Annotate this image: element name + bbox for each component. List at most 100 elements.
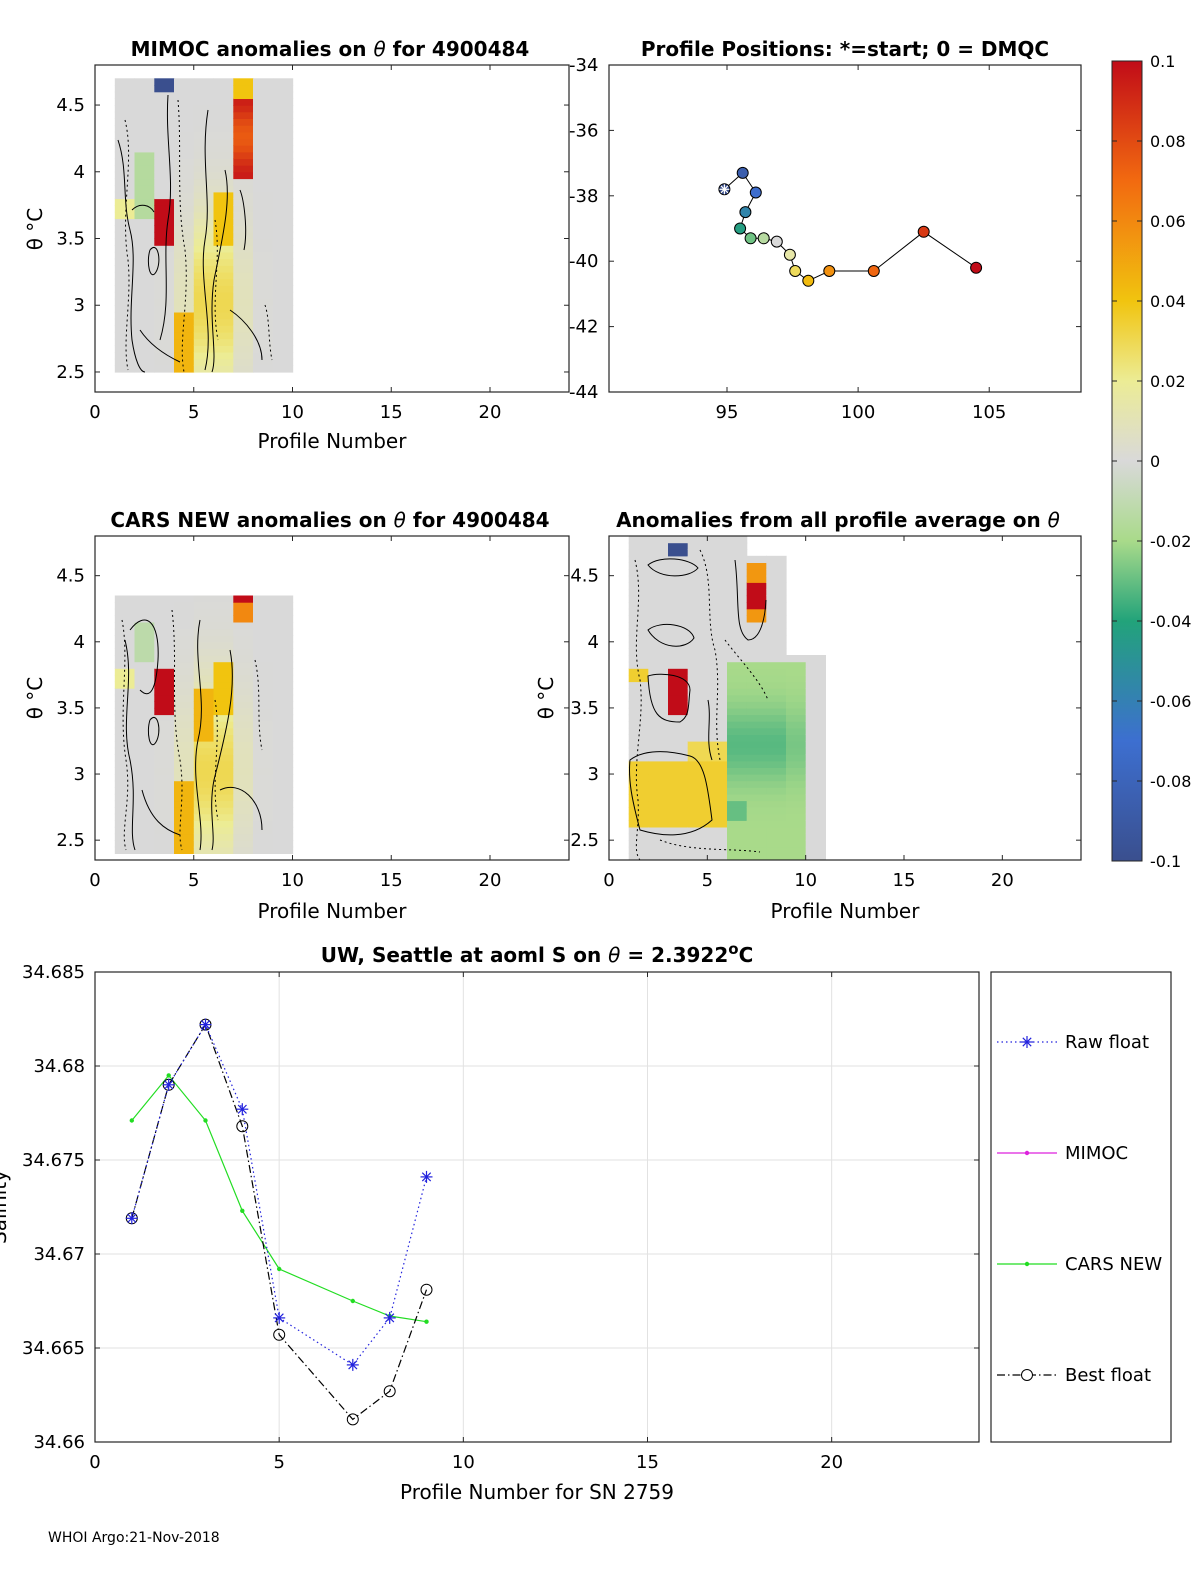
heatmap-cell	[154, 158, 175, 166]
heatmap-cell	[253, 271, 274, 280]
heatmap-cell	[174, 78, 195, 86]
heatmap-cell	[174, 118, 195, 126]
heatmap-cell	[668, 549, 689, 557]
heatmap-cell	[154, 787, 175, 795]
track-line	[724, 172, 977, 282]
heatmap-cell	[805, 688, 826, 696]
heatmap-cell	[628, 622, 649, 630]
heatmap-cell	[193, 760, 215, 768]
heatmap-cell	[628, 701, 649, 709]
heatmap-cell	[272, 820, 294, 828]
heatmap-cell	[272, 278, 294, 286]
y-tick-label: 3.5	[56, 698, 85, 719]
heatmap-cell	[805, 681, 826, 689]
heatmap-cell	[193, 238, 215, 246]
heatmap-cell	[668, 754, 689, 762]
heatmap-cell	[272, 767, 294, 775]
heatmap-cell	[668, 840, 689, 848]
heatmap-cell	[805, 774, 826, 782]
heatmap-cell	[727, 569, 748, 577]
heatmap-cell	[727, 661, 748, 669]
heatmap-cell	[213, 151, 234, 160]
heatmap-cell	[134, 760, 155, 768]
heatmap-cell	[687, 853, 708, 860]
heatmap-cell	[746, 562, 767, 570]
heatmap-cell	[746, 648, 767, 656]
heatmap-cell	[648, 760, 669, 768]
heatmap-cell	[253, 826, 274, 835]
heatmap-cell	[233, 118, 254, 126]
heatmap-cell	[746, 820, 767, 828]
heatmap-cell	[786, 853, 807, 860]
heatmap-cell	[253, 258, 274, 266]
heatmap-cell	[272, 231, 294, 240]
heatmap-cell	[233, 138, 254, 146]
heatmap-cell	[114, 622, 136, 630]
heatmap-cell	[233, 688, 254, 696]
heatmap-cell	[727, 707, 748, 716]
heatmap-cell	[272, 622, 294, 630]
heatmap-cell	[193, 138, 215, 146]
heatmap-cell	[174, 615, 195, 623]
heatmap-cell	[648, 668, 669, 676]
heatmap-cell	[253, 727, 274, 735]
heatmap-cell	[174, 218, 195, 226]
heatmap-cell	[134, 668, 155, 676]
y-tick-label: -36	[569, 120, 598, 141]
cars-contours-dotted	[121, 609, 263, 851]
heatmap-cell	[253, 688, 274, 696]
heatmap-cell	[253, 754, 274, 762]
heatmap-cell	[213, 741, 234, 749]
heatmap-cell	[114, 145, 136, 153]
heatmap-cell	[114, 131, 136, 139]
heatmap-cell	[233, 251, 254, 260]
heatmap-cell	[272, 741, 294, 749]
heatmap-cell	[805, 727, 826, 735]
heatmap-cell	[805, 747, 826, 755]
heatmap-cell	[805, 800, 826, 808]
heatmap-cell	[154, 338, 175, 346]
heatmap-cell	[668, 602, 689, 610]
heatmap-cell	[668, 780, 689, 788]
heatmap-cell	[193, 325, 215, 333]
legend-marker	[1021, 1369, 1033, 1381]
heatmap-cell	[154, 238, 175, 246]
heatmap-cell	[114, 727, 136, 735]
allavg-panel: Anomalies from all profile average on θ …	[534, 508, 1082, 923]
heatmap-cell	[648, 780, 669, 788]
heatmap-cell	[193, 211, 215, 220]
heatmap-cell	[628, 655, 649, 663]
heatmap-cell	[253, 305, 274, 313]
heatmap-cell	[213, 218, 234, 226]
heatmap-cell	[766, 635, 787, 643]
heatmap-cell	[253, 311, 274, 320]
x-tick-label: 5	[702, 870, 713, 891]
heatmap-cell	[746, 641, 767, 649]
heatmap-cell	[628, 813, 649, 821]
heatmap-cell	[193, 747, 215, 755]
cars-panel: CARS NEW anomalies on θ for 4900484 0 5 10…	[23, 508, 570, 923]
heatmap-cell	[253, 721, 274, 729]
heatmap-cell	[193, 218, 215, 226]
heatmap-cell	[786, 681, 807, 689]
heatmap-cell	[786, 787, 807, 795]
heatmap-cell	[668, 714, 689, 722]
heatmap-cell	[193, 338, 215, 346]
heatmap-cell	[272, 674, 294, 683]
heatmap-cell	[628, 846, 649, 854]
heatmap-cell	[668, 628, 689, 636]
salinity-title: UW, Seattle at aoml S on θ = 2.3922oC	[321, 940, 754, 967]
heatmap-cell	[154, 707, 175, 716]
heatmap-cell	[786, 688, 807, 696]
heatmap-cell	[174, 131, 195, 139]
heatmap-cell	[687, 800, 708, 808]
allavg-title: Anomalies from all profile average on θ	[616, 508, 1060, 532]
x-tick-label: 0	[89, 870, 100, 891]
heatmap-cell	[648, 853, 669, 860]
heatmap-cell	[648, 826, 669, 835]
heatmap-cell	[233, 238, 254, 246]
heatmap-cell	[272, 714, 294, 722]
heatmap-cell	[253, 674, 274, 683]
heatmap-cell	[174, 826, 195, 835]
heatmap-cell	[687, 602, 708, 610]
